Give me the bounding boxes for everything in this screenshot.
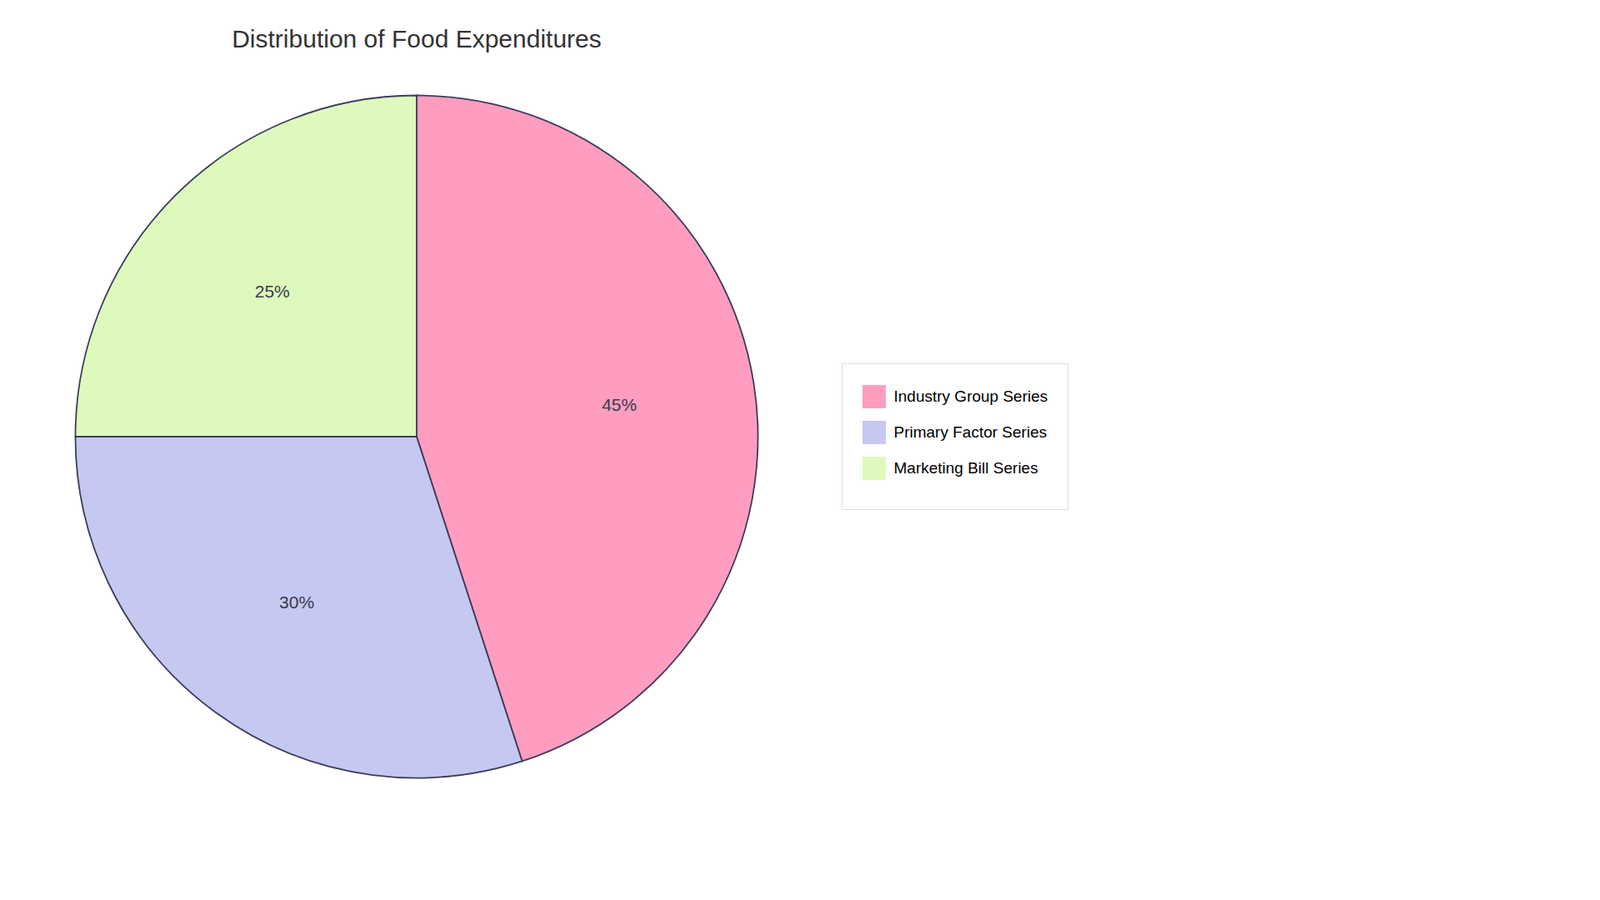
html-text:Primary Factor Series: Primary Factor Series [893, 423, 1047, 441]
svg-text:25%: 25% [255, 281, 290, 301]
svg-text:45%: 45% [601, 395, 637, 415]
html-text:Marketing Bill Series: Marketing Bill Series [893, 458, 1039, 477]
html-text:Distribution of Food Expenditu: Distribution of Food Expenditures [231, 25, 602, 53]
svg-text:30%: 30% [279, 592, 315, 612]
html-text:Industry Group Series: Industry Group Series [893, 387, 1048, 405]
